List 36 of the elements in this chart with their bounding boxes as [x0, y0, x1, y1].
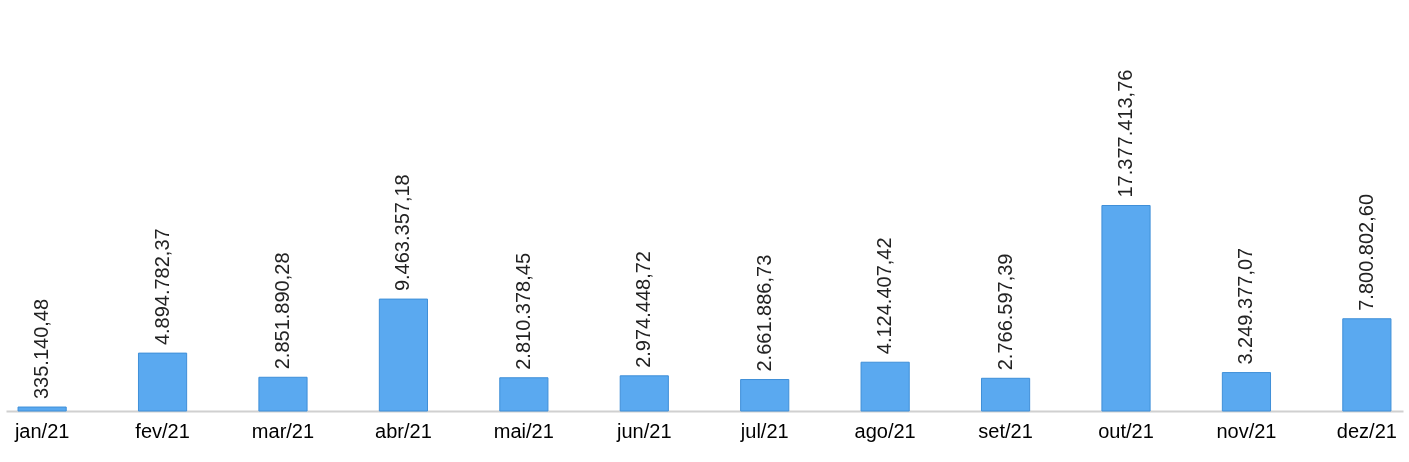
bar	[860, 361, 910, 412]
x-tick-label: dez/21	[1336, 419, 1397, 442]
x-tick-label: mai/21	[493, 419, 554, 442]
bar	[258, 376, 308, 412]
data-label: 2.974.448,72	[632, 251, 655, 368]
data-label: 17.377.413,76	[1114, 69, 1137, 198]
bar	[980, 377, 1031, 412]
bar	[17, 406, 67, 412]
data-label: 2.766.597,39	[993, 253, 1016, 371]
data-label: 2.851.890,28	[270, 252, 293, 370]
bar	[740, 379, 790, 412]
x-tick-label: jul/21	[739, 419, 789, 442]
data-label: 4.124.407,42	[873, 237, 896, 355]
bar	[137, 352, 188, 412]
x-tick-label: jan/21	[13, 419, 70, 442]
data-label: 2.810.378,45	[511, 252, 534, 370]
bar	[378, 298, 429, 412]
data-label: 2.661.886,73	[752, 254, 775, 372]
x-tick-label: set/21	[978, 419, 1033, 442]
data-label: 7.800.802,60	[1354, 193, 1377, 311]
data-label: 4.894.782,37	[150, 228, 173, 346]
data-label: 9.463.357,18	[391, 174, 414, 292]
x-tick-label: nov/21	[1216, 419, 1277, 442]
x-tick-label: mar/21	[251, 419, 315, 442]
x-tick-label: abr/21	[375, 419, 432, 442]
bar	[619, 375, 669, 412]
bar	[1101, 205, 1151, 412]
bar	[1221, 372, 1272, 412]
x-tick-label: fev/21	[135, 419, 190, 442]
bar	[499, 377, 549, 412]
x-tick-label: ago/21	[854, 419, 916, 442]
data-label: 3.249.377,07	[1234, 247, 1257, 365]
bar	[1342, 318, 1392, 412]
x-tick-label: jun/21	[616, 419, 672, 442]
x-tick-label: out/21	[1098, 419, 1154, 442]
data-label: 335.140,48	[30, 298, 53, 400]
